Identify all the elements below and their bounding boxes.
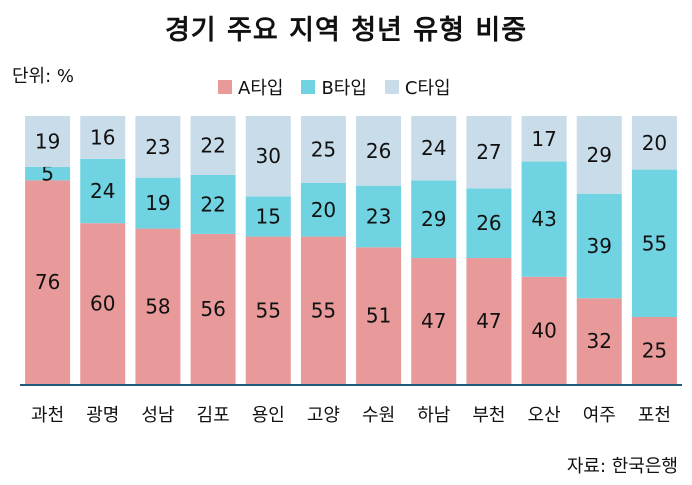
x-tick-label-12: 포천 [638, 405, 671, 426]
data-label-3-10: 17 [531, 127, 556, 151]
bar-segment-1-7 [356, 247, 402, 384]
data-label-2-2: 24 [90, 179, 115, 203]
legend-swatch-b [301, 80, 316, 94]
bar-segment-3-8 [411, 116, 457, 181]
data-label-2-11: 39 [587, 234, 612, 258]
x-tick-label-7: 수원 [362, 405, 395, 426]
bar-segment-2-2 [80, 158, 126, 224]
bar-segment-1-1 [25, 180, 71, 384]
data-label-1-11: 32 [587, 329, 612, 353]
data-label-1-6: 55 [311, 298, 336, 322]
data-label-3-9: 27 [476, 140, 501, 164]
bar-segment-1-2 [80, 223, 126, 384]
bar-segment-2-6 [300, 183, 346, 237]
bar-segment-3-7 [356, 116, 402, 186]
bar-segment-2-11 [576, 193, 622, 299]
data-label-2-3: 19 [145, 191, 170, 215]
bar-segment-1-8 [411, 258, 457, 384]
x-tick-label-5: 용인 [252, 405, 285, 426]
x-tick-label-3: 성남 [141, 405, 174, 426]
data-label-3-7: 26 [366, 139, 391, 163]
x-tick-label-10: 오산 [528, 405, 561, 426]
bar-segment-3-4 [190, 116, 236, 175]
data-label-3-2: 16 [90, 125, 115, 149]
bar-segment-1-3 [135, 228, 181, 384]
legend-item-c: C타입 [384, 74, 451, 100]
bar-segment-2-9 [466, 188, 512, 259]
x-tick-label-11: 여주 [583, 405, 616, 426]
legend-label-a: A타입 [238, 78, 284, 99]
bar-segment-2-5 [245, 196, 291, 237]
data-label-3-8: 24 [421, 136, 446, 160]
bar-segment-1-11 [576, 298, 622, 384]
data-label-3-6: 25 [311, 138, 336, 162]
legend: A타입 B타입 C타입 [218, 74, 451, 100]
bar-segment-3-1 [25, 116, 71, 167]
data-label-1-5: 55 [256, 298, 281, 322]
legend-item-b: B타입 [301, 74, 367, 100]
data-label-1-7: 51 [366, 304, 391, 328]
bar-segment-1-6 [300, 236, 346, 384]
data-label-2-9: 26 [476, 211, 501, 235]
source-note: 자료: 한국은행 [566, 456, 678, 477]
data-label-1-3: 58 [145, 294, 170, 318]
bar-segment-2-8 [411, 180, 457, 259]
bar-segment-3-9 [466, 116, 512, 189]
bar-segment-1-12 [631, 317, 677, 384]
data-label-3-5: 30 [256, 144, 281, 168]
data-label-3-11: 29 [587, 143, 612, 167]
legend-label-b: B타입 [321, 78, 367, 99]
legend-item-a: A타입 [218, 74, 283, 100]
bar-segment-3-2 [80, 116, 126, 159]
legend-label-c: C타입 [404, 78, 451, 99]
bar-segment-3-6 [300, 116, 346, 183]
bar-segment-1-4 [190, 233, 236, 384]
data-label-3-12: 20 [642, 131, 667, 155]
chart-title: 경기 주요 지역 청년 유형 비중 [164, 15, 528, 46]
data-label-1-4: 56 [200, 297, 225, 321]
data-label-2-4: 22 [200, 192, 225, 216]
data-label-1-10: 40 [531, 318, 556, 342]
data-label-2-12: 55 [642, 231, 667, 255]
bar-segment-2-12 [631, 169, 677, 317]
data-label-2-8: 29 [421, 207, 446, 231]
legend-swatch-a [218, 80, 232, 94]
bar-segment-1-9 [466, 258, 512, 384]
x-tick-label-9: 부천 [472, 405, 505, 426]
bar-segment-1-5 [245, 236, 291, 384]
bar-segment-2-7 [356, 185, 402, 248]
bar-segment-3-10 [521, 116, 567, 162]
data-label-2-6: 20 [311, 198, 336, 222]
data-label-1-12: 25 [642, 339, 667, 363]
data-label-2-7: 23 [366, 205, 391, 229]
data-label-2-1: 5 [41, 162, 54, 186]
data-label-1-8: 47 [421, 309, 446, 333]
x-tick-label-8: 하남 [417, 405, 450, 426]
bar-segment-3-3 [135, 116, 181, 178]
data-label-3-1: 19 [35, 129, 60, 153]
bar-segment-2-4 [190, 174, 236, 234]
legend-swatch-c [384, 80, 399, 94]
bar-segment-3-12 [631, 116, 677, 170]
x-tick-label-2: 광명 [86, 405, 119, 426]
data-label-1-9: 47 [476, 309, 501, 333]
bar-segment-2-1 [25, 166, 71, 181]
bar-segment-2-3 [135, 177, 181, 229]
bar-segment-3-5 [245, 116, 291, 197]
bar-segment-1-10 [521, 276, 567, 384]
data-label-1-2: 60 [90, 292, 115, 316]
data-label-3-4: 22 [200, 133, 225, 157]
data-label-2-5: 15 [256, 205, 281, 229]
bar-segment-2-10 [521, 161, 567, 277]
bar-segment-3-11 [576, 116, 622, 194]
unit-label: 단위: % [12, 66, 75, 87]
x-tick-label-6: 고양 [307, 405, 340, 426]
x-tick-label-1: 과천 [31, 405, 64, 426]
x-tick-label-4: 김포 [197, 405, 230, 426]
data-label-3-3: 23 [145, 135, 170, 159]
data-label-1-1: 76 [35, 270, 60, 294]
data-label-2-10: 43 [531, 207, 556, 231]
